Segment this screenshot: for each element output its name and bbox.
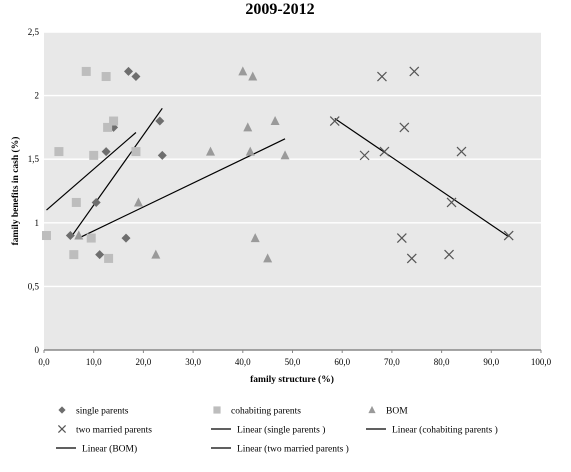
data-point-diamond (123, 66, 133, 76)
data-point-triangle (270, 116, 280, 126)
data-point-square (101, 72, 111, 82)
data-point-x (396, 233, 407, 243)
data-point-triangle (74, 230, 84, 240)
y-tick-label: 2 (35, 91, 40, 101)
x-tick-label: 50,0 (285, 357, 301, 367)
data-point-square (109, 116, 119, 126)
data-point-x (377, 71, 387, 82)
data-point-square (131, 147, 141, 157)
legend-label: Linear (cohabiting parents ) (392, 425, 498, 436)
data-point-diamond (157, 150, 167, 160)
data-point-square (103, 122, 113, 132)
y-tick-label: 0 (35, 345, 40, 355)
data-point-diamond (65, 231, 75, 241)
data-point-x (444, 249, 454, 260)
x-tick-label: 0,0 (38, 357, 50, 367)
x-tick-label: 70,0 (384, 357, 400, 367)
x-tick-label: 20,0 (136, 357, 152, 367)
data-point-square (71, 197, 81, 207)
data-point-square (69, 250, 79, 260)
plot-area (44, 32, 541, 350)
data-point-triangle (243, 122, 253, 132)
legend-label: Linear (BOM) (82, 444, 137, 455)
legend-label: Linear (two married parents ) (237, 444, 349, 455)
x-tick-label: 40,0 (235, 357, 251, 367)
data-point-square (104, 253, 114, 263)
trendline (69, 107, 163, 239)
legend-symbol-square (213, 406, 221, 414)
data-point-x (379, 146, 390, 157)
x-tick-label: 90,0 (483, 357, 499, 367)
legend-label: cohabiting parents (231, 407, 301, 417)
data-point-x (399, 122, 410, 133)
data-point-x (409, 66, 420, 77)
data-point-square (86, 233, 96, 243)
data-point-triangle (248, 71, 258, 81)
legend-symbol-diamond (58, 406, 66, 414)
data-point-square (54, 147, 64, 157)
data-point-diamond (95, 250, 105, 260)
data-point-diamond (155, 116, 165, 126)
y-tick-label: 2,5 (28, 27, 40, 37)
legend-label: Linear (single parents ) (237, 425, 325, 436)
legend-symbol-x (57, 424, 67, 434)
data-point-square (41, 231, 51, 241)
data-point-triangle (238, 66, 248, 76)
data-point-square (81, 66, 91, 76)
legend-label: single parents (76, 407, 129, 417)
data-point-triangle (250, 233, 260, 243)
data-point-x (406, 253, 417, 264)
data-points (41, 66, 514, 264)
data-point-triangle (245, 146, 255, 156)
data-point-square (89, 150, 99, 160)
y-axis-label: family benefits in cash (%) (10, 137, 21, 246)
x-tick-label: 60,0 (334, 357, 350, 367)
data-point-x (503, 230, 514, 241)
data-point-x (446, 197, 457, 208)
x-tick-label: 30,0 (185, 357, 201, 367)
legend-symbol-triangle (368, 405, 376, 414)
data-point-triangle (205, 146, 215, 156)
data-point-diamond (101, 147, 111, 157)
legend: single parents cohabiting parents BOM two m… (56, 405, 498, 455)
legend-label: two married parents (76, 426, 152, 436)
x-tick-label: 10,0 (86, 357, 102, 367)
y-tick-label: 1 (35, 218, 40, 228)
x-axis-label: family structure (%) (250, 374, 334, 385)
y-tick-label: 0,5 (28, 281, 40, 291)
data-point-triangle (133, 197, 143, 207)
data-point-x (456, 146, 467, 157)
x-tick-label: 100,0 (531, 357, 552, 367)
y-tick-label: 1,5 (28, 154, 40, 164)
data-point-diamond (91, 197, 101, 207)
data-point-triangle (263, 253, 273, 263)
trendline (334, 117, 510, 238)
trendline (46, 132, 137, 211)
legend-label: BOM (386, 407, 408, 417)
data-point-diamond (121, 233, 131, 243)
y-axis-ticks: 0 0,5 1 1,5 2 2,5 (28, 27, 40, 355)
data-point-triangle (280, 150, 290, 160)
x-axis-ticks: 0,0 10,0 20,0 30,0 40,0 50,0 60,0 70,0 80,0 90,0 1… (38, 350, 552, 367)
data-point-triangle (151, 249, 161, 259)
x-tick-label: 80,0 (434, 357, 450, 367)
chart-title: 2009-2012 (245, 1, 314, 18)
data-point-x (359, 150, 370, 161)
data-point-diamond (131, 72, 141, 82)
data-point-x (329, 116, 340, 126)
